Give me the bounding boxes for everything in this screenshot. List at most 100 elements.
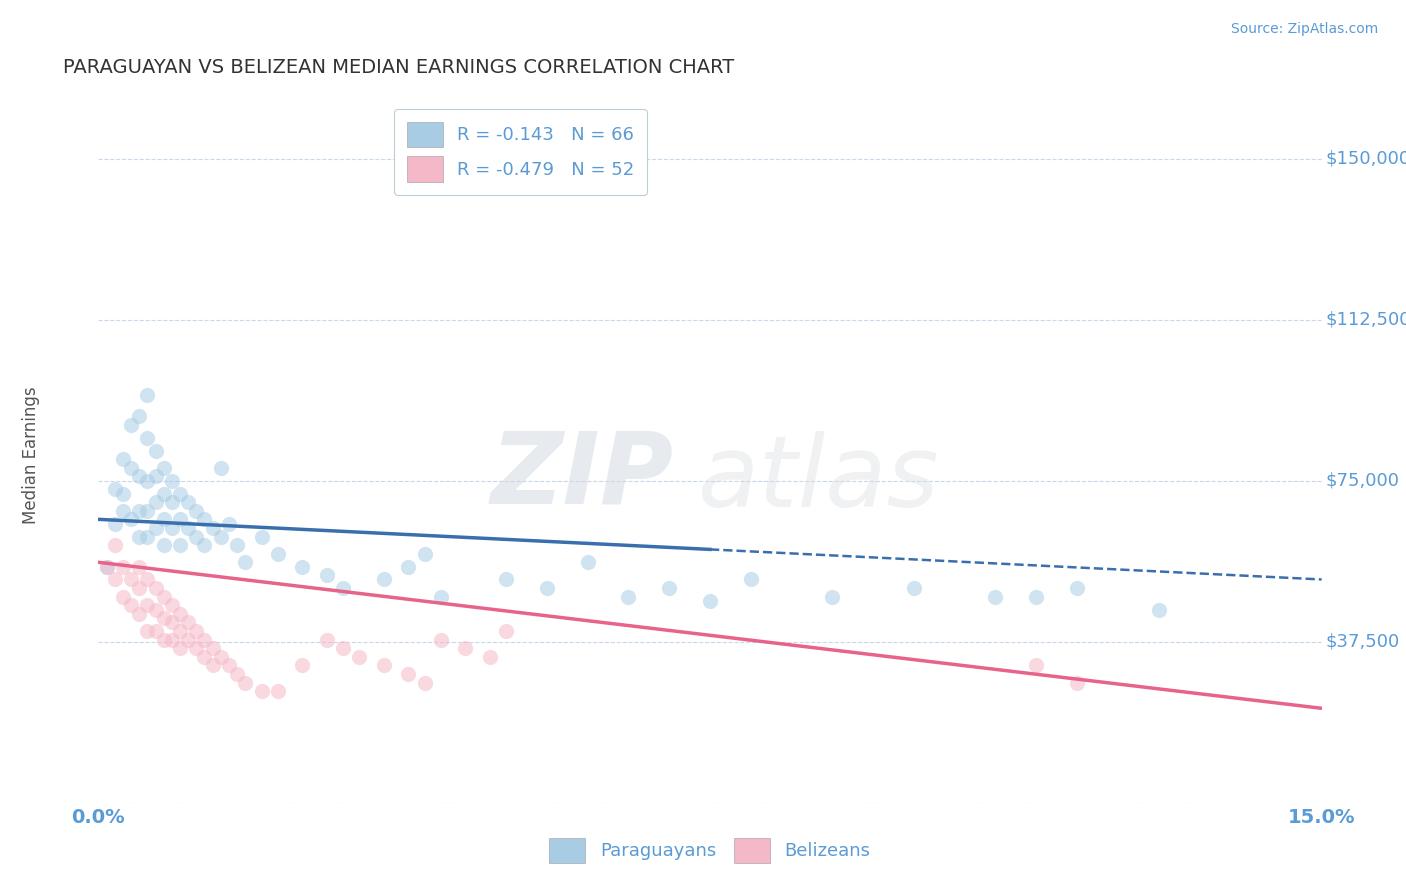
Point [233,675,256,690]
Point [267,684,290,698]
Point [111,559,134,574]
Point [984,590,1007,604]
Text: $75,000: $75,000 [1326,472,1399,490]
Point [152,512,174,526]
Point [104,538,127,552]
Point [373,658,395,673]
Point [536,581,558,595]
Point [160,495,183,509]
Point [104,483,127,497]
Point [152,538,174,552]
Point [218,516,240,531]
Point [454,641,477,656]
Point [250,529,273,543]
Point [209,649,232,664]
Point [120,599,142,613]
Point [209,529,232,543]
Point [152,460,174,475]
Point [186,624,208,638]
Point [576,555,599,569]
Point [160,599,183,613]
Point [495,624,517,638]
Point [1025,590,1047,604]
Point [152,486,174,500]
Point [291,559,314,574]
Point [96,559,118,574]
Text: atlas: atlas [697,431,939,528]
Point [1025,658,1047,673]
Point [152,632,174,647]
Point [233,555,256,569]
Legend: Paraguayans, Belizeans: Paraguayans, Belizeans [543,830,877,871]
Point [396,559,419,574]
Point [201,521,224,535]
Point [169,486,191,500]
Point [111,486,134,500]
Point [128,529,150,543]
Point [128,409,150,424]
Point [315,632,337,647]
Point [193,632,215,647]
Point [209,460,232,475]
Point [136,504,159,518]
Point [413,547,436,561]
Point [740,573,762,587]
Point [136,431,159,445]
Point [903,581,925,595]
Point [193,538,215,552]
Point [169,624,191,638]
Point [349,649,371,664]
Point [495,573,517,587]
Point [120,573,142,587]
Point [128,581,150,595]
Point [111,590,134,604]
Point [120,512,142,526]
Point [218,658,240,673]
Point [152,590,174,604]
Point [617,590,640,604]
Point [413,675,436,690]
Point [128,504,150,518]
Point [332,581,354,595]
Point [315,568,337,582]
Point [111,452,134,467]
Point [201,641,224,656]
Point [128,559,150,574]
Point [136,599,159,613]
Point [104,516,127,531]
Point [186,504,208,518]
Point [226,538,249,552]
Point [1066,581,1088,595]
Point [120,460,142,475]
Point [160,632,183,647]
Point [160,615,183,630]
Point [96,559,118,574]
Point [201,658,224,673]
Point [136,529,159,543]
Point [226,667,249,681]
Point [145,624,167,638]
Point [120,417,142,432]
Point [430,632,453,647]
Point [186,641,208,656]
Point [478,649,501,664]
Point [169,607,191,621]
Point [332,641,354,656]
Text: ZIP: ZIP [491,427,673,524]
Point [160,474,183,488]
Point [160,521,183,535]
Point [136,388,159,402]
Point [291,658,314,673]
Point [396,667,419,681]
Point [373,573,395,587]
Text: $112,500: $112,500 [1326,310,1406,328]
Point [169,538,191,552]
Point [821,590,844,604]
Point [128,469,150,483]
Point [104,573,127,587]
Point [136,573,159,587]
Point [1066,675,1088,690]
Text: $37,500: $37,500 [1326,632,1399,651]
Point [193,512,215,526]
Point [145,581,167,595]
